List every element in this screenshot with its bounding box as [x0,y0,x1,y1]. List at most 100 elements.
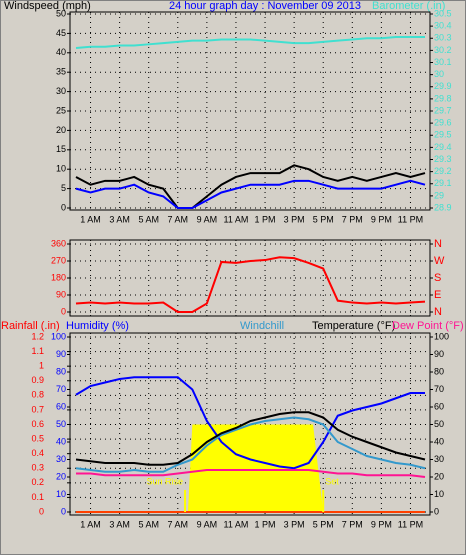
y2-tick-label: 50 [434,419,444,429]
y2-tick-label: 29.7 [434,105,452,115]
x-tick-label: 1 AM [80,519,101,529]
x-tick-label: 7 PM [342,214,363,224]
humidity-label: Humidity (%) [66,320,129,332]
series-line [75,416,426,473]
y-tick-label: 0 [39,506,44,516]
x-tick-label: 3 AM [109,214,130,224]
y-tick-label: 0 [61,306,66,316]
y-tick-label: 180 [51,272,66,282]
x-tick-label: 9 PM [371,214,392,224]
series-line [75,256,426,313]
solar-area [187,424,324,512]
y2-tick-label: 30.5 [434,8,452,18]
x-tick-label: 7 PM [342,519,363,529]
y-tick-label: 0.9 [31,375,44,385]
y3-tick-label: 50 [56,419,66,429]
y-tick-label: 1 [39,361,44,371]
series-line [75,411,426,466]
x-tick-label: 3 PM [284,214,305,224]
y-tick-label: 0.4 [31,448,44,458]
y-tick-label: 50 [56,8,66,18]
chart-title: 24 hour graph day : November 09 2013 [169,0,361,12]
y-tick-label: 10 [56,164,66,174]
y2-tick-label: 29.2 [434,166,452,176]
y2-tick-label: 29.4 [434,142,452,152]
y-tick-label: 0.1 [31,492,44,502]
y2-tick-label: 29 [434,190,444,200]
y-label: Windspeed (mph) [4,0,91,12]
series-line [75,36,425,49]
y3-tick-label: 90 [56,349,66,359]
temperature-label: Temperature (°F) [312,320,395,332]
x-tick-label: 9 AM [197,519,218,529]
x-tick-label: 5 PM [313,214,334,224]
y3-tick-label: 20 [56,471,66,481]
y-tick-label: 90 [56,289,66,299]
y-tick-label: 0.5 [31,433,44,443]
y3-tick-label: 60 [56,401,66,411]
y2-tick-label: 90 [434,349,444,359]
y-tick-label: 270 [51,255,66,265]
y-tick-label: 5 [61,183,66,193]
y-tick-label: 1.1 [31,346,44,356]
y2-tick-label: S [434,272,441,284]
x-tick-label: 9 PM [371,519,392,529]
y3-tick-label: 30 [56,454,66,464]
y2-tick-label: W [434,255,445,267]
y-tick-label: 15 [56,144,66,154]
y-tick-label: 45 [56,28,66,38]
y2-label: Barometer (.in) [372,0,445,12]
y3-tick-label: 70 [56,384,66,394]
y3-tick-label: 10 [56,489,66,499]
y-tick-label: 40 [56,47,66,57]
y-tick-label: 360 [51,238,66,248]
annotation: Sun Rise [147,476,184,486]
x-tick-label: 1 AM [80,214,101,224]
y2-tick-label: 30.4 [434,21,452,31]
x-tick-label: 5 AM [138,519,159,529]
y-tick-label: 0.3 [31,463,44,473]
y2-tick-label: 30.1 [434,57,452,67]
y2-tick-label: 28.9 [434,202,452,212]
y2-tick-label: 29.6 [434,118,452,128]
y-tick-label: 0.6 [31,419,44,429]
y2-tick-label: N [434,306,442,318]
y2-tick-label: 80 [434,366,444,376]
y-tick-label: 0 [61,202,66,212]
y2-tick-label: 30 [434,454,444,464]
x-tick-label: 11 AM [224,519,249,529]
x-tick-label: 3 PM [284,519,305,529]
x-tick-label: 3 AM [109,519,130,529]
y3-tick-label: 0 [61,506,66,516]
y3-tick-label: 100 [51,331,66,341]
y2-tick-label: 30.2 [434,45,452,55]
x-tick-label: 1 PM [255,214,276,224]
annotation: Set [325,476,339,486]
series-line [75,179,426,209]
y2-tick-label: E [434,289,441,301]
dewpoint-label: Dew Point (°F) [392,320,464,332]
x-tick-label: 7 AM [168,519,189,529]
y2-tick-label: 0 [434,506,439,516]
y2-tick-label: 30.3 [434,33,452,43]
y-tick-label: 0.8 [31,390,44,400]
x-tick-label: 1 PM [255,519,276,529]
y-tick-label: 25 [56,105,66,115]
y2-tick-label: 29.5 [434,130,452,140]
series-line [75,164,426,209]
y-tick-label: 1.2 [31,331,44,341]
rain-label: Rainfall (.in) [1,320,60,332]
y2-tick-label: 29.3 [434,154,452,164]
x-tick-label: 11 PM [398,519,423,529]
y2-tick-label: 29.8 [434,93,452,103]
y-tick-label: 20 [56,125,66,135]
windchill-label: Windchill [240,320,284,332]
series-line [76,469,426,478]
x-tick-label: 11 AM [224,214,249,224]
y-tick-label: 0.2 [31,477,44,487]
y3-tick-label: 40 [56,436,66,446]
x-tick-label: 9 AM [197,214,218,224]
series-line [75,376,425,470]
